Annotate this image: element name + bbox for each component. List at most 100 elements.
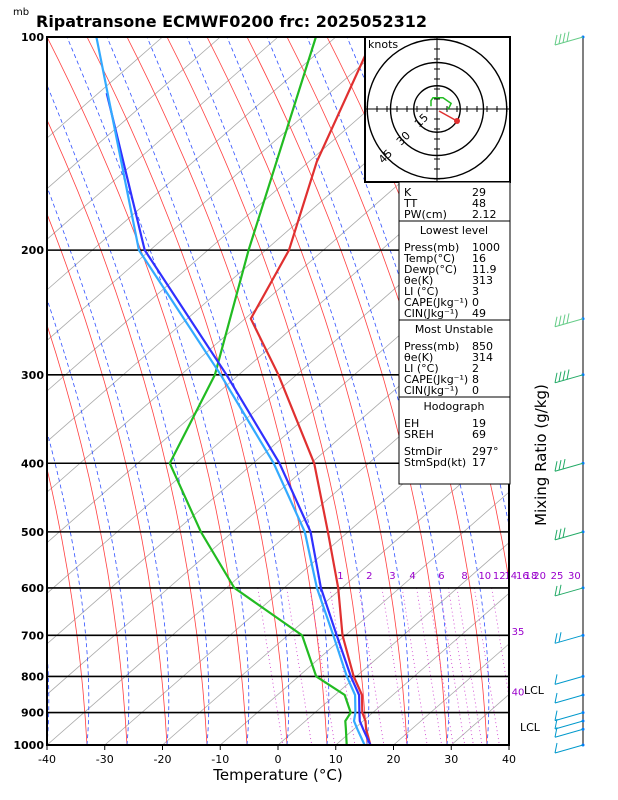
wind-barb xyxy=(554,742,584,754)
wind-barb-feather xyxy=(554,529,558,540)
wind-barb xyxy=(554,632,584,644)
pressure-tick-label: 200 xyxy=(21,244,44,257)
isotherm-line xyxy=(508,744,509,745)
moist-adiabat-line xyxy=(47,185,170,745)
index-value: 1000 xyxy=(472,241,500,254)
wind-barb-feather xyxy=(562,370,566,381)
index-value: 19 xyxy=(472,417,486,430)
mixing-ratio-line xyxy=(491,587,509,700)
wind-barb xyxy=(554,313,584,328)
index-key: TT xyxy=(403,197,418,210)
mixing-ratio-line xyxy=(257,587,284,745)
wind-barb xyxy=(554,718,584,730)
mixing-ratio-label: 6 xyxy=(438,571,444,582)
x-tick-label: -10 xyxy=(211,753,229,766)
wind-barb-feather xyxy=(554,674,558,685)
mixing-ratio-label: 40 xyxy=(512,687,525,698)
mixing-ratio-line xyxy=(358,587,385,745)
index-panel: K 29 TT 48 PW(cm) 2.12 Lowest level Press(mb) 10… xyxy=(398,181,511,485)
isotherm-line xyxy=(47,137,509,544)
index-key: θe(K) xyxy=(404,274,433,287)
isotherm-line xyxy=(277,542,509,745)
index-key: CAPE(Jkg⁻¹) xyxy=(404,296,468,309)
index-value: 48 xyxy=(472,197,486,210)
mixing-ratio-line xyxy=(309,587,336,745)
isotherm-line xyxy=(47,238,509,645)
dry-adiabat-line xyxy=(567,37,618,745)
mixing-ratio-label: 18 xyxy=(525,571,538,582)
isotherm-line xyxy=(47,37,279,240)
mixing-ratio-label: 12 xyxy=(493,571,506,582)
wind-barb xyxy=(554,527,584,541)
wind-barb-staff xyxy=(554,634,584,644)
index-key: CIN(Jkg⁻¹) xyxy=(404,384,459,397)
index-key: Temp(°C) xyxy=(403,252,455,265)
wind-barb-staff xyxy=(554,462,584,472)
index-value: 49 xyxy=(472,307,486,320)
wind-barb-feather xyxy=(554,372,558,383)
hodograph-unit: knots xyxy=(368,38,398,51)
chart-title: Ripatransone ECMWF0200 frc: 2025052312 xyxy=(36,12,427,31)
x-tick-label: -40 xyxy=(38,753,56,766)
index-key: LI (°C) xyxy=(404,362,439,375)
wind-barb-feather xyxy=(558,584,562,595)
wind-barb-feather xyxy=(566,369,570,380)
mixing-ratio-line xyxy=(439,587,466,745)
index-section-title: Most Unstable xyxy=(415,323,494,336)
pressure-tick-label: 600 xyxy=(21,582,44,595)
mixing-ratio-label: 8 xyxy=(461,571,467,582)
index-value: 2.12 xyxy=(472,208,497,221)
lcl-label-lower: LCL xyxy=(520,721,541,734)
moist-adiabat-line xyxy=(66,37,250,745)
wind-barb-staff xyxy=(554,712,584,722)
pressure-tick-label: 300 xyxy=(21,369,44,382)
hodograph-trace xyxy=(430,97,453,110)
mixing-ratio-label: 2 xyxy=(366,571,372,582)
wind-barb-feather xyxy=(562,314,566,325)
index-value: 2 xyxy=(472,362,479,375)
wind-barb-staff xyxy=(554,728,584,738)
dry-adiabat-line xyxy=(86,37,288,745)
wind-barb-feather xyxy=(554,692,558,704)
index-key: Dewp(°C) xyxy=(404,263,457,276)
dry-adiabat-line xyxy=(126,37,328,745)
moist-adiabat-line xyxy=(47,647,50,745)
dry-adiabat-line xyxy=(206,37,408,745)
moist-adiabat-line xyxy=(186,37,370,745)
pressure-tick-label: 1000 xyxy=(13,739,44,752)
index-value: 8 xyxy=(472,373,479,386)
index-key: K xyxy=(404,186,412,199)
wind-barb-feather xyxy=(554,633,558,644)
mixing-ratio-label: 10 xyxy=(478,571,491,582)
x-tick-label: 40 xyxy=(502,753,516,766)
lcl-label-upper: LCL xyxy=(524,684,545,697)
pressure-unit: mb xyxy=(13,7,29,18)
right-axis-label: Mixing Ratio (g/kg) xyxy=(532,384,550,526)
moist-adiabat-line xyxy=(146,37,330,745)
isotherm-line xyxy=(47,37,221,190)
pressure-tick-label: 900 xyxy=(21,707,44,720)
index-key: SREH xyxy=(404,428,434,441)
mixing-ratio-line xyxy=(329,587,356,745)
mixing-ratio-label: 1 xyxy=(337,571,343,582)
index-key: PW(cm) xyxy=(404,208,447,221)
moist-adiabat-line xyxy=(0,37,9,745)
hodograph-ring xyxy=(413,85,461,133)
dry-adiabat-line xyxy=(246,37,448,745)
mixing-ratio-label: 16 xyxy=(516,571,529,582)
wind-barbs xyxy=(554,31,585,754)
wind-barb-feather xyxy=(554,34,558,46)
x-tick-label: 10 xyxy=(329,753,343,766)
wind-barb xyxy=(554,692,584,704)
index-key: CAPE(Jkg⁻¹) xyxy=(404,373,468,386)
index-value: 16 xyxy=(472,252,486,265)
mixing-ratio-label: 25 xyxy=(551,571,564,582)
isotherm-line xyxy=(47,289,509,695)
x-tick-label: 0 xyxy=(275,753,282,766)
moist-adiabat-line xyxy=(47,430,90,745)
index-key: EH xyxy=(404,417,419,430)
wind-barb xyxy=(554,584,584,597)
wind-barb-feather xyxy=(554,585,558,597)
mixing-ratio-label: 35 xyxy=(512,627,525,638)
index-value: 850 xyxy=(472,340,493,353)
